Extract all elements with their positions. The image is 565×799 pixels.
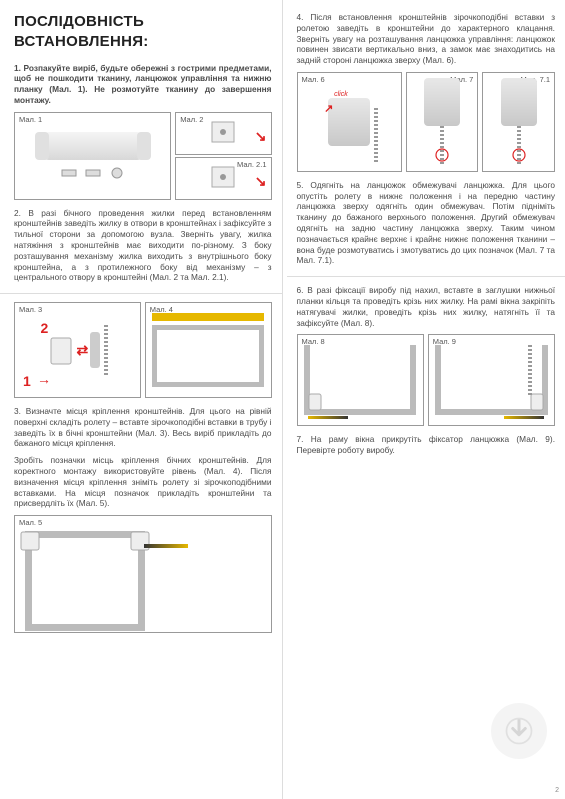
figure-7-1: Мал. 7.1	[482, 72, 555, 172]
screwdriver-icon	[308, 416, 348, 419]
bracket-icon	[206, 116, 240, 150]
para-2: 2. В разі бічного проведення жилки перед…	[14, 208, 272, 283]
arrow-red-icon: ↘	[255, 127, 267, 146]
part-icon	[84, 166, 102, 180]
para-1: 1. Розпакуйте виріб, будьте обережні з г…	[14, 63, 272, 106]
chain-icon	[374, 108, 378, 164]
number-2: 2	[41, 319, 49, 338]
fig-label-3: Мал. 3	[19, 305, 42, 315]
para-3a: 3. Визначте місця кріплення кронштейнів.…	[14, 406, 272, 449]
screwdriver-icon	[144, 544, 188, 548]
number-1: 1	[23, 372, 31, 391]
window-frame-icon	[25, 531, 145, 631]
para-7: 7. На раму вікна прикрутіть фіксатор лан…	[297, 434, 556, 456]
roller-illustration	[43, 132, 143, 160]
window-frame-icon	[435, 345, 548, 415]
figure-1: Мал. 1	[14, 112, 171, 200]
arrow-red-icon: ⇄	[77, 341, 89, 360]
fig-row-2: Мал. 3 2 ⇄ 1 → Мал. 4	[14, 302, 272, 398]
section-divider	[0, 293, 282, 294]
para-6: 6. В разі фіксації виробу під нахил, вст…	[297, 285, 556, 328]
fig-label-4: Мал. 4	[150, 305, 173, 315]
section-divider	[287, 276, 565, 277]
figure-4: Мал. 4	[145, 302, 272, 398]
window-frame-icon	[304, 345, 417, 415]
bracket-icon	[128, 528, 152, 554]
arrow-red-icon: ↗	[324, 102, 333, 117]
chain-icon	[528, 345, 532, 395]
figure-9: Мал. 9	[428, 334, 555, 426]
right-column: 4. Після встановлення кронштейнів зірочк…	[283, 0, 565, 799]
bracket-icon	[206, 161, 240, 195]
fig-row-4: Мал. 6 click ↗ Мал. 7 Мал. 7.1	[297, 72, 556, 172]
fig-label-1: Мал. 1	[19, 115, 42, 125]
fig-row-1: Мал. 1 Мал. 2 ↘ Мал. 2.1 ↘	[14, 112, 272, 200]
fig-label-2: Мал. 2	[180, 115, 203, 125]
figure-8: Мал. 8	[297, 334, 424, 426]
figure-2-1: Мал. 2.1 ↘	[175, 157, 271, 200]
para-3b: Зробіть позначки місць кріплення бічних …	[14, 455, 272, 509]
figure-7: Мал. 7	[406, 72, 479, 172]
part-icon	[60, 166, 78, 180]
click-label: click	[334, 90, 348, 99]
fig-label-21: Мал. 2.1	[237, 160, 266, 170]
left-column: ПОСЛІДОВНІСТЬ ВСТАНОВЛЕННЯ: 1. Розпакуйт…	[0, 0, 283, 799]
figure-6: Мал. 6 click ↗	[297, 72, 402, 172]
figure-2: Мал. 2 ↘	[175, 112, 271, 155]
window-frame-icon	[152, 325, 264, 387]
page-title: ПОСЛІДОВНІСТЬ ВСТАНОВЛЕННЯ:	[14, 12, 272, 53]
circle-marker-icon	[434, 147, 450, 163]
fig-label-5: Мал. 5	[19, 518, 42, 528]
bracket-icon	[18, 528, 42, 554]
watermark-icon	[491, 703, 547, 759]
mechanism-icon	[328, 98, 370, 146]
mechanism-icon	[424, 78, 460, 126]
screwdriver-icon	[504, 416, 544, 419]
tensioner-icon	[306, 391, 324, 413]
circle-marker-icon	[511, 147, 527, 163]
figure-5: Мал. 5	[14, 515, 272, 633]
arrow-red-icon: →	[37, 370, 51, 389]
mechanism-icon	[501, 78, 537, 126]
page-number: 2	[555, 786, 559, 795]
para-4: 4. Після встановлення кронштейнів зірочк…	[297, 12, 556, 66]
para-5: 5. Одягніть на ланцюжок обмежувачі ланцю…	[297, 180, 556, 266]
part-icon	[108, 166, 126, 180]
chain-icon	[104, 325, 108, 375]
tube-icon	[90, 332, 100, 368]
fig-row-3: Мал. 5	[14, 515, 272, 633]
fig-row-5: Мал. 8 Мал. 9	[297, 334, 556, 426]
bracket-icon	[47, 330, 75, 370]
figure-3: Мал. 3 2 ⇄ 1 →	[14, 302, 141, 398]
arrow-red-icon: ↘	[255, 172, 267, 191]
fig-label-6: Мал. 6	[302, 75, 325, 85]
